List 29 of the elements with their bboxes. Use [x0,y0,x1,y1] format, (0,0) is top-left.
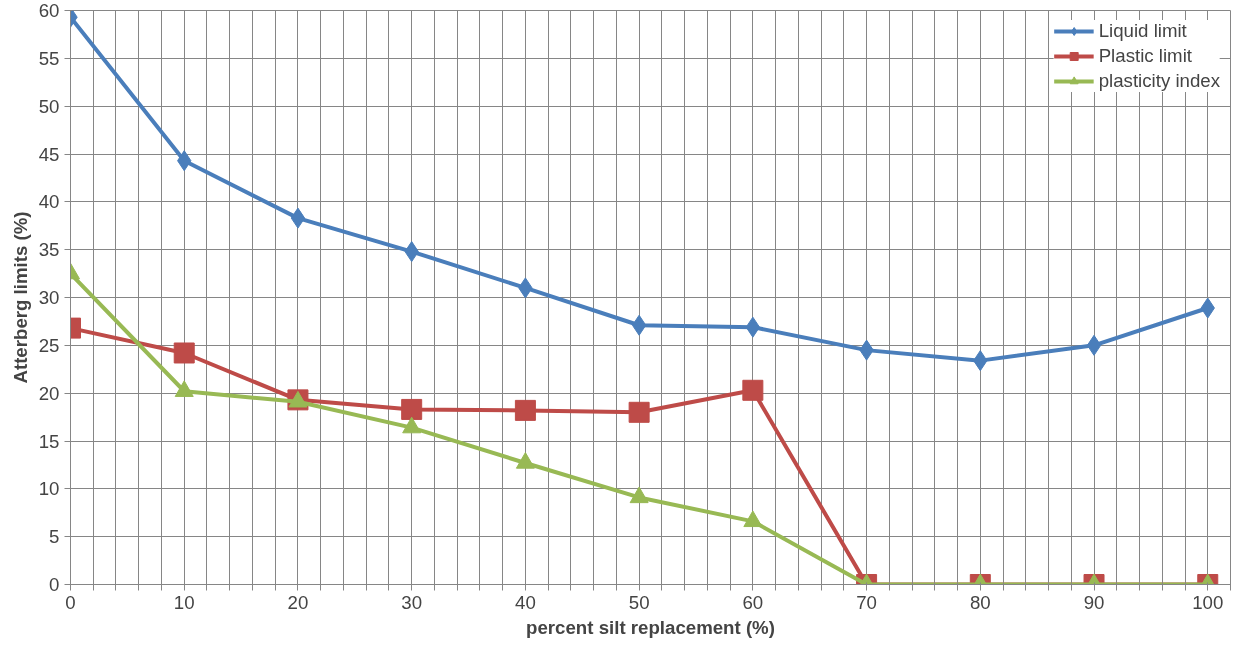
y-tick-label: 20 [38,382,60,404]
y-axis-title: Atterberg limits (%) [9,211,31,384]
x-tick-label: 70 [856,591,877,613]
x-tick-label: 100 [1192,591,1224,613]
y-tick-label: 35 [38,239,60,261]
y-tick-label: 10 [38,478,60,500]
y-tick-label: 30 [38,287,60,308]
legend-label: plasticity index [1098,70,1220,92]
y-tick-label: 25 [38,334,60,356]
x-tick-label: 90 [1083,591,1105,613]
x-tick-label: 50 [628,591,650,613]
x-tick-label: 20 [287,591,309,613]
legend-label: Plastic limit [1098,45,1192,67]
legend-label: Liquid limit [1098,20,1187,42]
x-axis-title: percent silt replacement (%) [526,616,775,638]
x-tick-label: 10 [173,591,195,613]
y-tick-label: 50 [38,95,60,117]
y-tick-label: 55 [38,47,60,69]
y-tick-label: 40 [38,191,60,213]
y-tick-label: 5 [49,526,60,548]
x-tick-label: 60 [742,591,764,613]
x-tick-label: 30 [401,591,423,613]
y-tick-label: 15 [38,430,60,452]
y-tick-label: 45 [38,143,60,165]
x-tick-label: 40 [515,591,536,613]
x-tick-label: 0 [65,591,76,613]
x-tick-label: 80 [969,591,991,613]
y-tick-label: 60 [38,0,60,21]
y-tick-label: 0 [49,574,60,595]
